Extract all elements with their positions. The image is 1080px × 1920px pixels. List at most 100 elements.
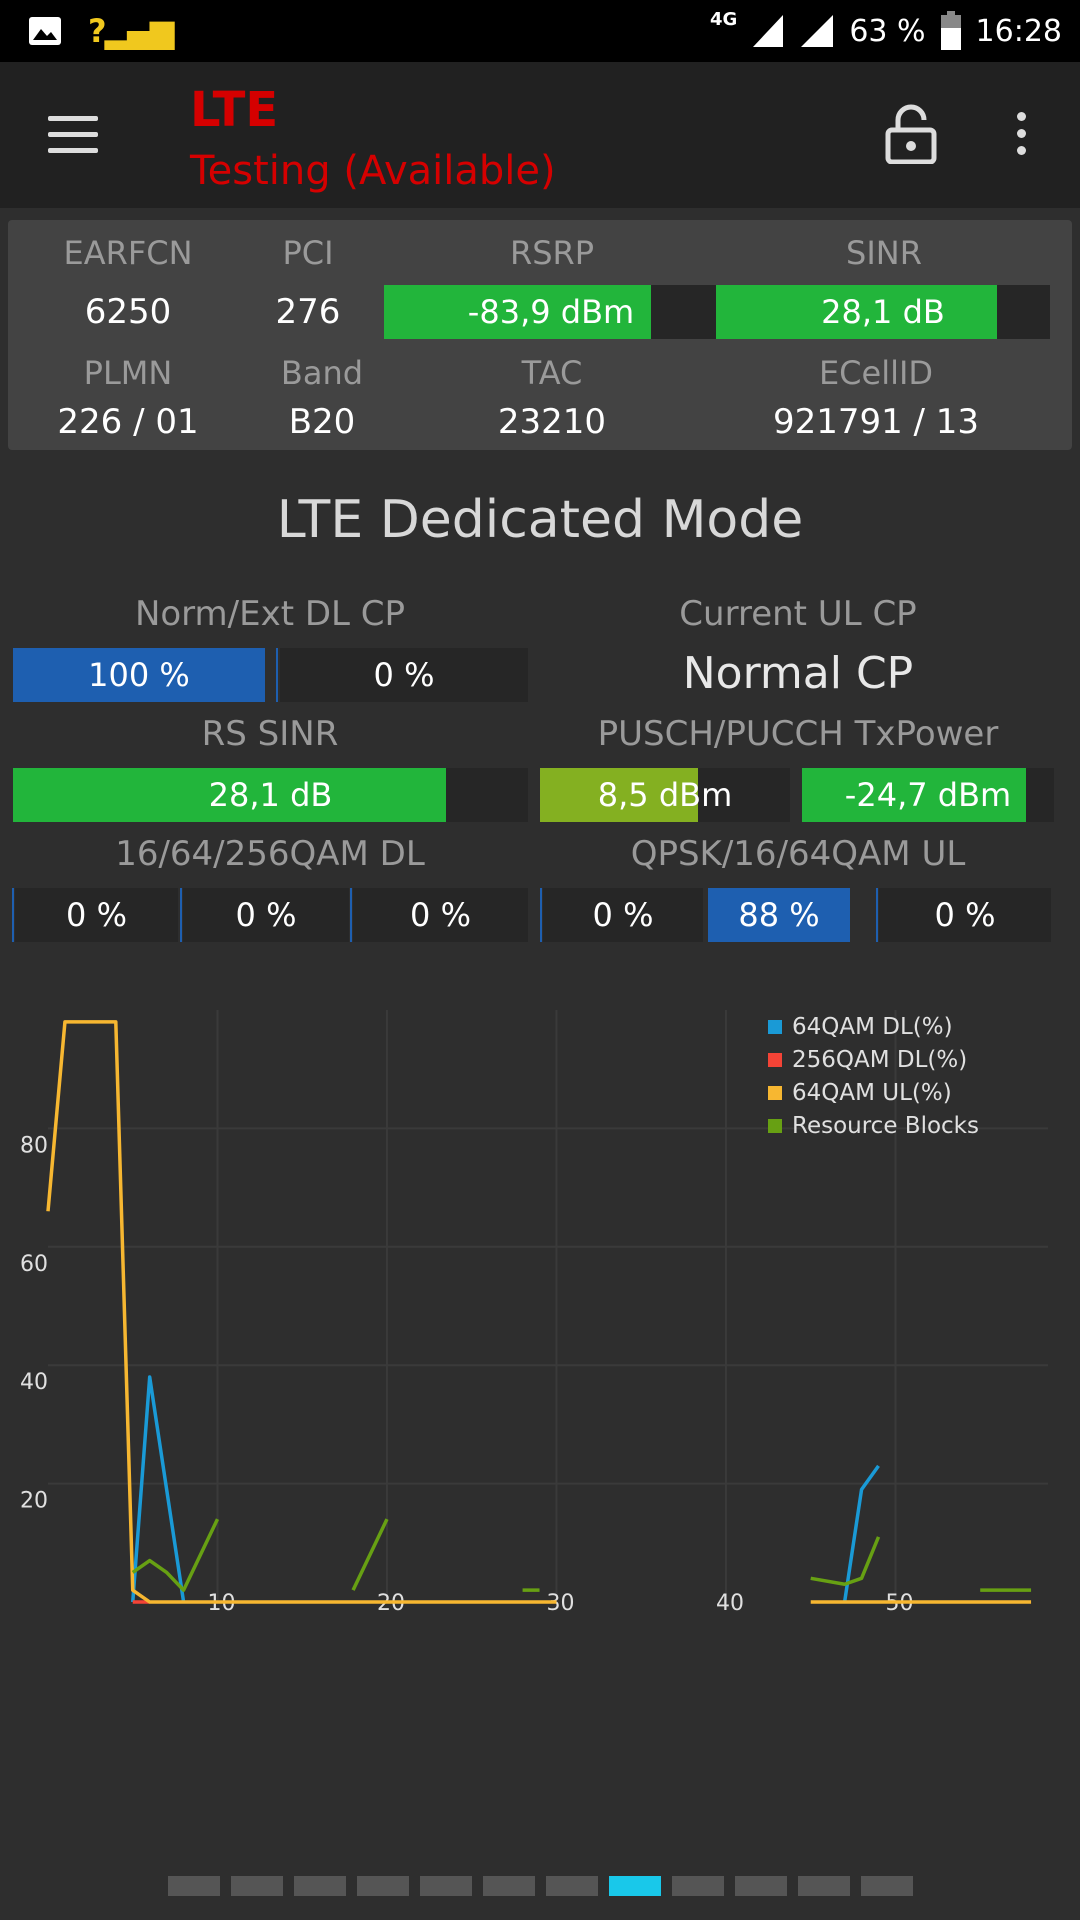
- toolbar-title: LTE: [190, 82, 279, 138]
- page-dot-8[interactable]: [672, 1876, 724, 1896]
- series-line-3-1: [351, 1518, 389, 1591]
- sinr-bar-fill: [716, 285, 997, 339]
- page-dot-4[interactable]: [420, 1876, 472, 1896]
- series-line-0-0: [131, 1375, 186, 1603]
- legend-label-1: 256QAM DL(%): [792, 1047, 967, 1073]
- dl-cp-normal-value: 100 %: [88, 656, 190, 694]
- pucch-power-bar: -24,7 dBm: [802, 768, 1054, 822]
- sinr-label: SINR: [846, 234, 922, 272]
- dl-cp-separator: [276, 648, 278, 702]
- legend-label-2: 64QAM UL(%): [792, 1080, 952, 1106]
- page-dot-0[interactable]: [168, 1876, 220, 1896]
- page-dot-7[interactable]: [609, 1876, 661, 1896]
- pucch-power-value: -24,7 dBm: [844, 776, 1012, 814]
- legend-swatch-2: [768, 1086, 782, 1100]
- band-value: B20: [288, 402, 356, 442]
- page-dot-9[interactable]: [735, 1876, 787, 1896]
- rs-sinr-value: 28,1 dB: [208, 776, 333, 814]
- rs-sinr-bar-fill: [13, 768, 446, 822]
- more-options-icon[interactable]: [1006, 112, 1036, 162]
- page-dot-10[interactable]: [798, 1876, 850, 1896]
- rsrp-label: RSRP: [509, 234, 595, 272]
- ecellid-label: ECellID: [818, 354, 934, 392]
- page-dot-2[interactable]: [294, 1876, 346, 1896]
- series-line-2-0: [46, 1020, 557, 1604]
- qam-dl-separator-2: [180, 888, 182, 942]
- qam-ul-16-value: 88 %: [738, 896, 820, 934]
- page-dot-1[interactable]: [231, 1876, 283, 1896]
- qam-dl-label: 16/64/256QAM DL: [115, 834, 425, 874]
- qam-ul-separator-1: [540, 888, 542, 942]
- plmn-label: PLMN: [83, 354, 173, 392]
- page-dot-6[interactable]: [546, 1876, 598, 1896]
- series-line-3-3: [810, 1536, 881, 1586]
- pucch-power-bar-fill: [802, 768, 1027, 822]
- signal-icon: [801, 15, 834, 47]
- image-notification-icon: [29, 17, 61, 45]
- x-tick-label: 40: [716, 1591, 744, 1616]
- page-dot-5[interactable]: [483, 1876, 535, 1896]
- tx-power-label: PUSCH/PUCCH TxPower: [597, 714, 999, 754]
- status-bar: ?▂▄▆ 4G 63 % 16:28: [0, 0, 1080, 62]
- menu-icon[interactable]: [48, 116, 98, 154]
- qam-ul-16-bar: 88 %: [708, 888, 850, 942]
- legend-label-0: 64QAM DL(%): [792, 1014, 953, 1040]
- qam-dl-separator-1: [12, 888, 14, 942]
- qam-ul-64-bar: 0 %: [879, 888, 1051, 942]
- earfcn-value: 6250: [84, 292, 172, 332]
- qam-dl-64-value: 0 %: [235, 896, 297, 934]
- pusch-power-bar-fill: [540, 768, 698, 822]
- qam-ul-label: QPSK/16/64QAM UL: [630, 834, 966, 874]
- page-dot-11[interactable]: [861, 1876, 913, 1896]
- app-toolbar: LTE Testing (Available): [0, 62, 1080, 208]
- rsrp-value: -83,9 dBm: [467, 293, 635, 331]
- qam-ul-qpsk-value: 0 %: [592, 896, 654, 934]
- rs-sinr-label: RS SINR: [201, 714, 339, 754]
- dl-cp-label: Norm/Ext DL CP: [134, 594, 406, 634]
- legend-label-3: Resource Blocks: [792, 1113, 979, 1139]
- ecellid-value: 921791 / 13: [772, 402, 980, 442]
- battery-icon: [940, 11, 961, 50]
- qam-dl-separator-3: [350, 888, 352, 942]
- y-tick-label: 20: [20, 1489, 48, 1514]
- ul-cp-label: Current UL CP: [679, 594, 917, 634]
- signal-4g-icon: [753, 15, 784, 47]
- sim-signal-icon: ?▂▄▆: [88, 12, 174, 50]
- y-tick-label: 60: [20, 1252, 48, 1277]
- battery-percent: 63 %: [849, 13, 926, 49]
- qam-ul-qpsk-bar: 0 %: [543, 888, 703, 942]
- dl-cp-extended-value: 0 %: [373, 656, 435, 694]
- earfcn-label: EARFCN: [63, 234, 193, 272]
- legend-swatch-3: [768, 1119, 782, 1133]
- mode-title: LTE Dedicated Mode: [276, 490, 804, 550]
- rs-sinr-bar: 28,1 dB: [13, 768, 528, 822]
- dl-cp-extended-bar: 0 %: [280, 648, 528, 702]
- band-label: Band: [280, 354, 364, 392]
- qam-dl-16-bar: 0 %: [15, 888, 178, 942]
- sinr-value: 28,1 dB: [821, 293, 945, 331]
- rsrp-bar: -83,9 dBm: [384, 285, 718, 339]
- qam-ul-separator-2: [876, 888, 878, 942]
- page-indicator: [168, 1876, 913, 1896]
- ul-cp-value: Normal CP: [682, 648, 914, 699]
- series-line-0-1: [842, 1464, 880, 1603]
- pusch-power-value: 8,5 dBm: [597, 776, 733, 814]
- pci-label: PCI: [282, 234, 334, 272]
- y-tick-label: 80: [20, 1133, 48, 1158]
- pusch-power-bar: 8,5 dBm: [540, 768, 790, 822]
- network-type-indicator: 4G: [710, 8, 738, 30]
- legend-swatch-0: [768, 1020, 782, 1034]
- unlock-icon[interactable]: [884, 104, 938, 164]
- qam-dl-64-bar: 0 %: [183, 888, 349, 942]
- page-dot-3[interactable]: [357, 1876, 409, 1896]
- sinr-bar: 28,1 dB: [716, 285, 1050, 339]
- qam-dl-256-bar: 0 %: [353, 888, 528, 942]
- legend-swatch-1: [768, 1053, 782, 1067]
- toolbar-subtitle: Testing (Available): [190, 148, 556, 194]
- tac-value: 23210: [497, 402, 607, 442]
- dl-cp-normal-bar: 100 %: [13, 648, 265, 702]
- tac-label: TAC: [521, 354, 583, 392]
- pci-value: 276: [275, 292, 341, 332]
- series-line-3-0: [131, 1518, 220, 1592]
